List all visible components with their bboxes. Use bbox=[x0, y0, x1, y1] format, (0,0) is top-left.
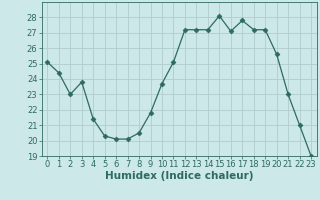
X-axis label: Humidex (Indice chaleur): Humidex (Indice chaleur) bbox=[105, 171, 253, 181]
